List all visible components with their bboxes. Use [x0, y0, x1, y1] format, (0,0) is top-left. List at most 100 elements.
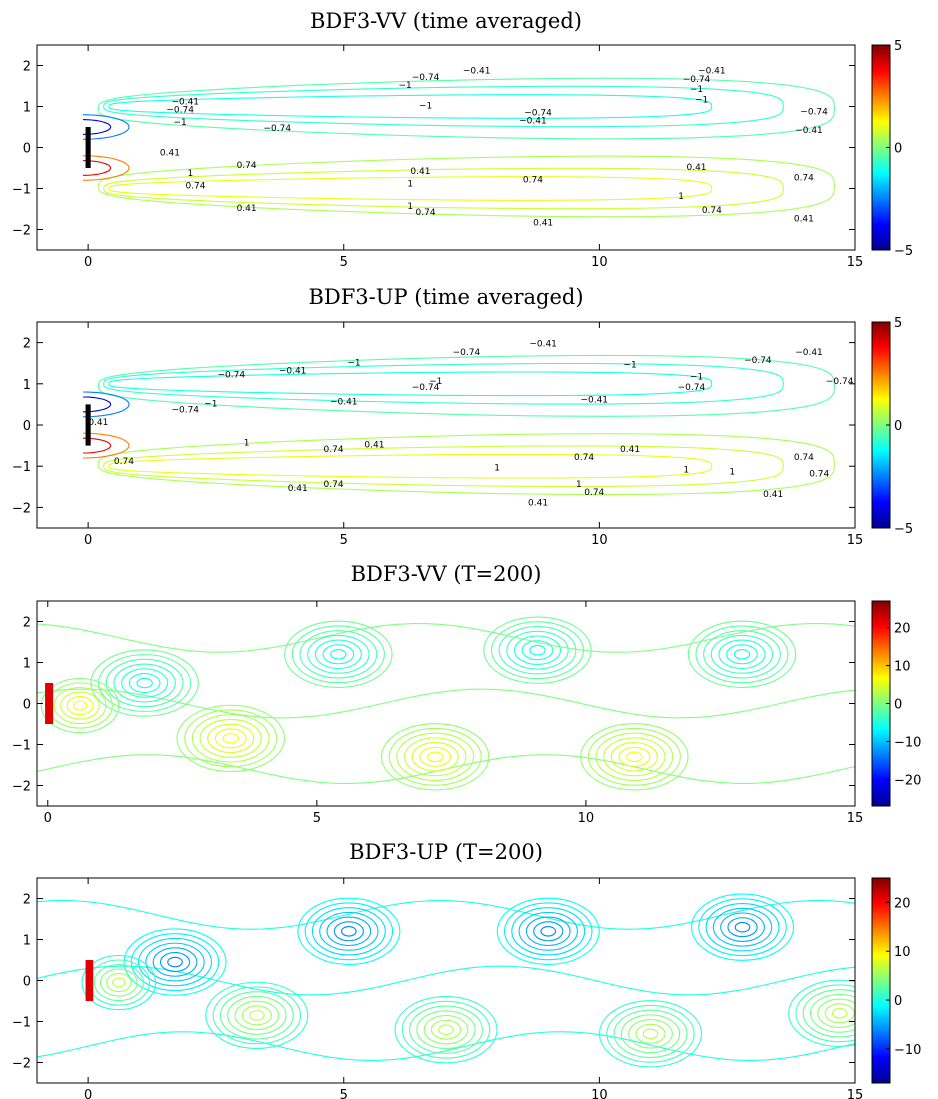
- contour-label: −1: [174, 118, 187, 128]
- colorbar-tick-label: −20: [894, 773, 921, 788]
- contour-label: 0.41: [288, 484, 308, 494]
- plate-body: [85, 960, 94, 1001]
- vortex-contour: [511, 907, 586, 956]
- vortex-contour: [628, 1019, 673, 1049]
- contour-label: 1: [188, 169, 194, 179]
- vortex-contour: [698, 898, 787, 957]
- y-tick-label: −2: [12, 1057, 31, 1072]
- contour-label: 0.41: [686, 163, 706, 173]
- y-tick-label: −1: [12, 739, 31, 754]
- contour-label: −0.41: [529, 340, 557, 350]
- vortex-contour: [788, 979, 855, 1047]
- contour-line: [82, 155, 130, 181]
- vortex-contour: [167, 956, 183, 968]
- colorbar-tick-label: 0: [894, 142, 902, 157]
- contour-label: 0.41: [763, 490, 783, 500]
- contour-label: 1: [576, 480, 582, 490]
- contour-label: 1: [494, 463, 500, 473]
- vortex-contour: [322, 644, 355, 665]
- vortex-contour: [207, 723, 255, 754]
- x-tick-label: 5: [340, 1088, 348, 1099]
- vortex-contour: [138, 937, 213, 987]
- vortex-contour: [401, 1000, 491, 1059]
- contour-label: −1: [419, 102, 432, 112]
- vortex-contour: [610, 742, 658, 772]
- vortex-contour: [176, 704, 285, 773]
- x-tick-label: 10: [591, 255, 608, 270]
- vortex-contour: [419, 746, 452, 767]
- contour-line: [97, 155, 836, 218]
- vortex-contour: [121, 668, 169, 698]
- vortex-contour: [733, 649, 751, 660]
- vortex-contour: [513, 635, 562, 665]
- x-tick-label: 15: [847, 533, 864, 548]
- vortex-contour: [642, 1028, 659, 1040]
- vortex-contour: [330, 649, 347, 660]
- contour-label: 0.41: [794, 214, 814, 224]
- vortex-contour: [145, 942, 205, 982]
- contour-line: [37, 1031, 855, 1061]
- colorbar-tick-label: −10: [894, 735, 921, 750]
- chart-title: BDF3-UP (time averaged): [308, 285, 583, 309]
- contour-line: [99, 968, 138, 997]
- colorbar-tick-label: 10: [894, 945, 911, 960]
- contour-label: −0.41: [279, 367, 307, 377]
- contour-label: −0.74: [678, 383, 706, 393]
- vortex-contour: [613, 1009, 688, 1058]
- vortex-contour: [580, 723, 689, 791]
- chart-panel-1: BDF3-UP (time averaged)−0.41−0.74−1−0.74…: [12, 285, 913, 548]
- contour-label: −0.41: [330, 397, 358, 407]
- vortex-contour: [635, 1023, 666, 1044]
- colorbar-tick-label: 20: [894, 896, 911, 911]
- vortex-contour: [212, 986, 302, 1045]
- vortex-contour: [314, 639, 362, 670]
- vortex-contour: [326, 916, 372, 947]
- contour-label: 1: [683, 465, 689, 475]
- vortex-contour: [498, 626, 577, 675]
- vortex-contour: [626, 751, 643, 763]
- vortex-contour: [427, 751, 444, 763]
- contour-line: [97, 77, 836, 140]
- colorbar-tick-label: 5: [894, 316, 902, 331]
- vortex-contour: [483, 616, 592, 684]
- contour-label: 0.74: [584, 488, 604, 498]
- vortex-contour: [105, 658, 184, 708]
- contour-label: −0.74: [800, 108, 828, 118]
- plot-area: [37, 893, 855, 1068]
- vortex-contour: [241, 1005, 272, 1026]
- vortex-contour: [205, 981, 309, 1050]
- vortex-contour: [718, 639, 766, 670]
- contour-label: −0.74: [826, 377, 854, 387]
- y-tick-label: 0: [23, 975, 31, 990]
- contour-line: [102, 167, 784, 210]
- vortex-contour: [297, 897, 401, 965]
- vortex-contour: [411, 742, 459, 772]
- contour-line: [83, 437, 112, 454]
- vortex-contour: [687, 620, 797, 688]
- chart-panel-0: BDF3-VV (time averaged)−0.41−0.74−1−0.41…: [12, 9, 913, 270]
- x-tick-label: 10: [591, 1088, 608, 1099]
- vortex-contour: [518, 911, 578, 951]
- y-tick-label: 2: [23, 337, 31, 352]
- vortex-contour: [307, 634, 370, 674]
- contour-line: [108, 94, 713, 119]
- vortex-contour: [222, 733, 239, 744]
- x-tick-label: 15: [847, 811, 864, 826]
- contour-label: 1: [678, 192, 684, 202]
- y-tick-label: −2: [12, 501, 31, 516]
- contour-line: [53, 686, 107, 725]
- vortex-contour: [734, 921, 751, 933]
- contour-label: −0.74: [412, 383, 440, 393]
- contour-label: −1: [690, 373, 703, 383]
- vortex-contour: [234, 1000, 280, 1031]
- colorbar-tick-label: 5: [894, 39, 902, 54]
- chart-title: BDF3-UP (T=200): [349, 840, 543, 864]
- contour-line: [108, 176, 713, 201]
- contour-label: 1: [244, 439, 250, 449]
- y-tick-label: −2: [12, 224, 31, 239]
- contour-label: 0.41: [410, 167, 430, 177]
- colorbar-tick-label: −5: [894, 244, 913, 259]
- plate-body: [85, 127, 91, 168]
